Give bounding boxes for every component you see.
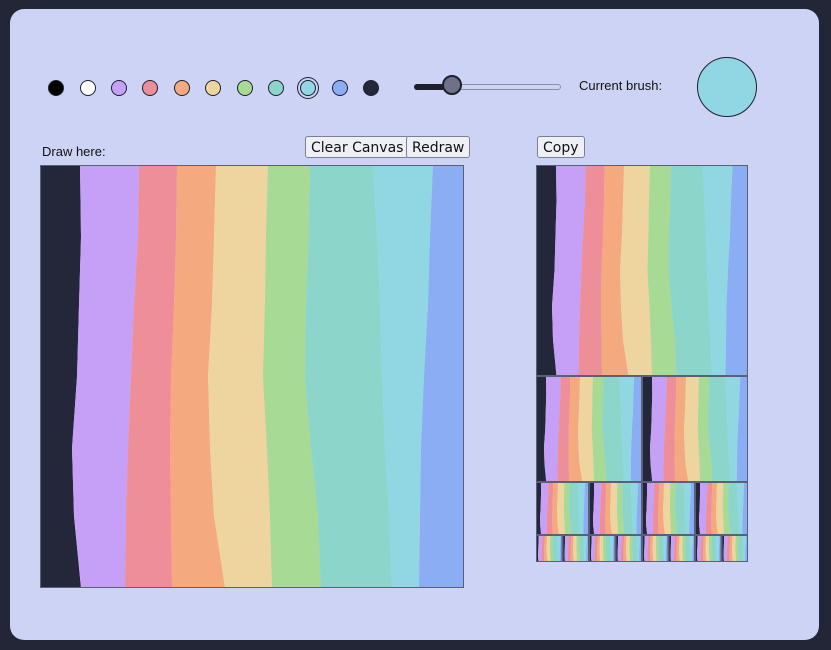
copy-tile: [536, 535, 563, 562]
copy-tile: [536, 482, 589, 535]
canvas-stripe: [208, 165, 272, 588]
copy-tile-border: [642, 535, 669, 562]
color-swatch[interactable]: [174, 80, 190, 96]
copy-tile-border: [615, 535, 642, 562]
current-brush-label: Current brush:: [579, 78, 663, 93]
copy-tile-border: [642, 482, 695, 535]
copy-tile-border: [642, 376, 748, 482]
brush-size-slider-thumb[interactable]: [441, 75, 462, 95]
canvas-stripe: [305, 165, 392, 588]
copy-tile-border: [589, 535, 616, 562]
clear-canvas-button[interactable]: Clear Canvas: [305, 136, 410, 158]
draw-here-label: Draw here:: [42, 144, 106, 159]
color-swatch[interactable]: [205, 80, 221, 96]
canvas-border: [40, 165, 464, 588]
copy-tile-border: [695, 535, 722, 562]
canvas-stripe: [72, 165, 139, 588]
copy-tile: [589, 482, 642, 535]
color-swatch[interactable]: [111, 80, 127, 96]
copy-tile-border: [721, 535, 748, 562]
copy-tile-border: [536, 165, 748, 376]
color-swatch[interactable]: [237, 80, 253, 96]
copy-tile-border: [695, 482, 748, 535]
copy-tile-border: [536, 376, 642, 482]
copy-tile: [695, 482, 748, 535]
copy-tile-border: [536, 482, 589, 535]
recursive-copy-canvas: [536, 165, 748, 562]
copy-tile: [695, 535, 722, 562]
copy-tile: [536, 376, 642, 482]
color-swatch[interactable]: [268, 80, 284, 96]
canvas-stripe: [419, 165, 464, 588]
copy-tile-border: [589, 482, 642, 535]
canvas-stripe: [373, 165, 433, 588]
copy-tile: [668, 535, 695, 562]
copy-tile: [562, 535, 589, 562]
color-swatch[interactable]: [142, 80, 158, 96]
canvas-stripe: [263, 165, 321, 588]
copy-tile-border: [668, 535, 695, 562]
copy-tile: [642, 535, 669, 562]
current-brush-preview: [697, 57, 757, 117]
copy-tile-border: [562, 535, 589, 562]
copy-tile: [721, 535, 748, 562]
copy-tile-border: [536, 535, 563, 562]
color-swatch[interactable]: [363, 80, 379, 96]
color-swatch[interactable]: [48, 80, 64, 96]
color-swatch[interactable]: [300, 80, 316, 96]
color-swatch[interactable]: [332, 80, 348, 96]
copy-button[interactable]: Copy: [537, 136, 585, 158]
copy-tile: [642, 376, 748, 482]
color-swatch[interactable]: [80, 80, 96, 96]
brush-size-slider-fill: [414, 84, 452, 90]
copy-tile: [589, 535, 616, 562]
redraw-button[interactable]: Redraw: [406, 136, 471, 158]
canvas-stripe: [170, 165, 225, 588]
copy-tile: [536, 165, 748, 376]
canvas-stripe: [40, 165, 81, 588]
drawing-canvas[interactable]: [40, 165, 464, 588]
canvas-stripe: [125, 165, 177, 588]
copy-tile: [615, 535, 642, 562]
copy-tile: [642, 482, 695, 535]
